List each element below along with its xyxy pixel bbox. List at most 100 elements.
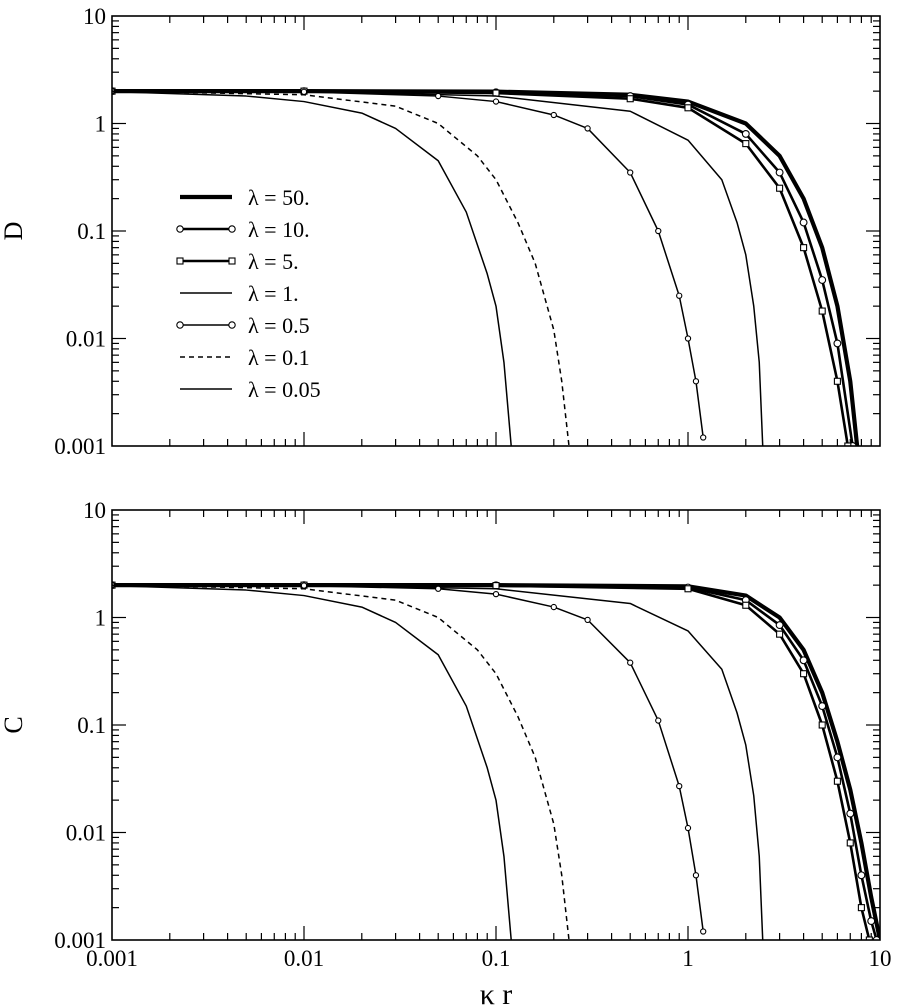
y-tick-label: 0.001 <box>54 434 106 459</box>
legend-marker <box>176 257 184 265</box>
series-line <box>112 90 704 438</box>
series-line <box>112 89 850 446</box>
axis-ticks <box>112 510 880 940</box>
y-tick-label: 0.01 <box>66 821 106 846</box>
series-line <box>112 583 871 940</box>
y-tick-label: 1 <box>95 112 107 137</box>
data-point <box>300 582 308 589</box>
data-point <box>818 702 827 711</box>
x-tick-label: 0.001 <box>86 946 138 971</box>
data-point <box>492 89 500 97</box>
data-point <box>300 88 308 95</box>
legend-label: λ = 5. <box>248 249 299 274</box>
legend-marker <box>228 321 236 329</box>
plot-area <box>112 87 860 446</box>
data-point <box>865 936 873 940</box>
y-tick-label: 1 <box>95 606 107 631</box>
data-point <box>776 184 784 192</box>
legend-marker <box>176 225 184 233</box>
data-point <box>492 582 500 590</box>
plot-area <box>112 581 880 940</box>
plot-frame <box>111 15 881 447</box>
data-point <box>676 782 683 790</box>
x-axis-label: κ r <box>480 978 513 1008</box>
data-point <box>684 335 692 342</box>
x-tick-label: 10 <box>869 946 892 971</box>
data-point <box>799 656 808 665</box>
data-point <box>676 292 683 299</box>
y-tick-label: 0.1 <box>77 713 106 738</box>
data-point <box>742 140 750 148</box>
data-point <box>626 95 634 103</box>
data-point <box>550 111 557 119</box>
data-point <box>857 904 865 912</box>
x-tick-label: 0.1 <box>482 946 511 971</box>
series-line <box>112 584 764 940</box>
data-point <box>800 244 808 252</box>
data-point <box>684 824 692 832</box>
x-tick-label: 0.01 <box>284 946 324 971</box>
series-line <box>112 583 880 940</box>
series-line <box>112 90 570 446</box>
data-point <box>655 227 662 235</box>
data-point <box>492 590 500 598</box>
y-axis-label: D <box>0 222 28 241</box>
axis-ticks <box>112 16 880 446</box>
legend-label: λ = 1. <box>248 281 299 306</box>
data-point <box>584 616 591 624</box>
y-tick-label: 10 <box>83 4 106 29</box>
series-line <box>112 89 854 446</box>
series-line <box>112 583 878 940</box>
data-point <box>846 839 854 847</box>
y-tick-label: 10 <box>83 498 106 523</box>
data-point <box>700 928 707 935</box>
y-tick-label: 0.001 <box>54 928 106 953</box>
legend-marker <box>228 257 236 265</box>
data-point <box>684 104 692 112</box>
data-point <box>627 169 634 176</box>
data-point <box>818 721 826 729</box>
series-line <box>112 90 764 446</box>
series-line <box>112 584 512 940</box>
data-point <box>742 601 750 609</box>
data-point <box>818 276 827 284</box>
data-point <box>846 809 855 818</box>
data-point <box>684 585 692 593</box>
data-point <box>799 218 808 227</box>
data-point <box>800 670 808 678</box>
data-point <box>833 777 841 785</box>
data-point <box>857 871 866 880</box>
data-point <box>818 307 826 315</box>
data-point <box>867 917 876 926</box>
data-point <box>692 872 700 879</box>
data-point <box>550 603 557 611</box>
data-point <box>833 377 841 385</box>
legend-marker <box>176 321 184 329</box>
x-tick-label: 1 <box>682 946 694 971</box>
data-point <box>435 92 442 100</box>
y-axis-label: C <box>0 716 28 733</box>
legend: λ = 50. λ = 10. λ = 5. λ = 1. λ = 0.5 λ = 0.1… <box>176 185 321 402</box>
data-point <box>584 125 591 132</box>
series-line <box>112 584 570 940</box>
data-point <box>655 717 662 724</box>
data-point <box>775 168 784 177</box>
series-line <box>112 584 704 932</box>
y-tick-label: 0.1 <box>77 219 106 244</box>
data-point <box>492 98 500 105</box>
legend-label: λ = 0.1 <box>248 345 310 370</box>
plot-frame <box>111 509 881 941</box>
data-point <box>741 129 750 138</box>
legend-marker <box>228 225 236 233</box>
legend-label: λ = 0.05 <box>248 377 321 402</box>
data-point <box>700 434 707 441</box>
data-point <box>833 753 842 762</box>
data-point <box>627 659 634 666</box>
data-point <box>844 442 852 446</box>
data-point <box>776 630 784 638</box>
data-point <box>435 585 442 592</box>
legend-label: λ = 10. <box>248 217 310 242</box>
